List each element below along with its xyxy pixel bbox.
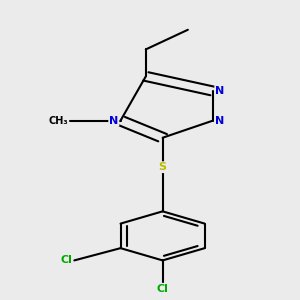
Text: CH₃: CH₃ <box>48 116 68 126</box>
Text: Cl: Cl <box>157 284 169 294</box>
Text: N: N <box>215 86 224 96</box>
Text: S: S <box>159 162 167 172</box>
Text: N: N <box>215 116 224 126</box>
Text: Cl: Cl <box>60 255 72 266</box>
Text: N: N <box>109 116 119 126</box>
